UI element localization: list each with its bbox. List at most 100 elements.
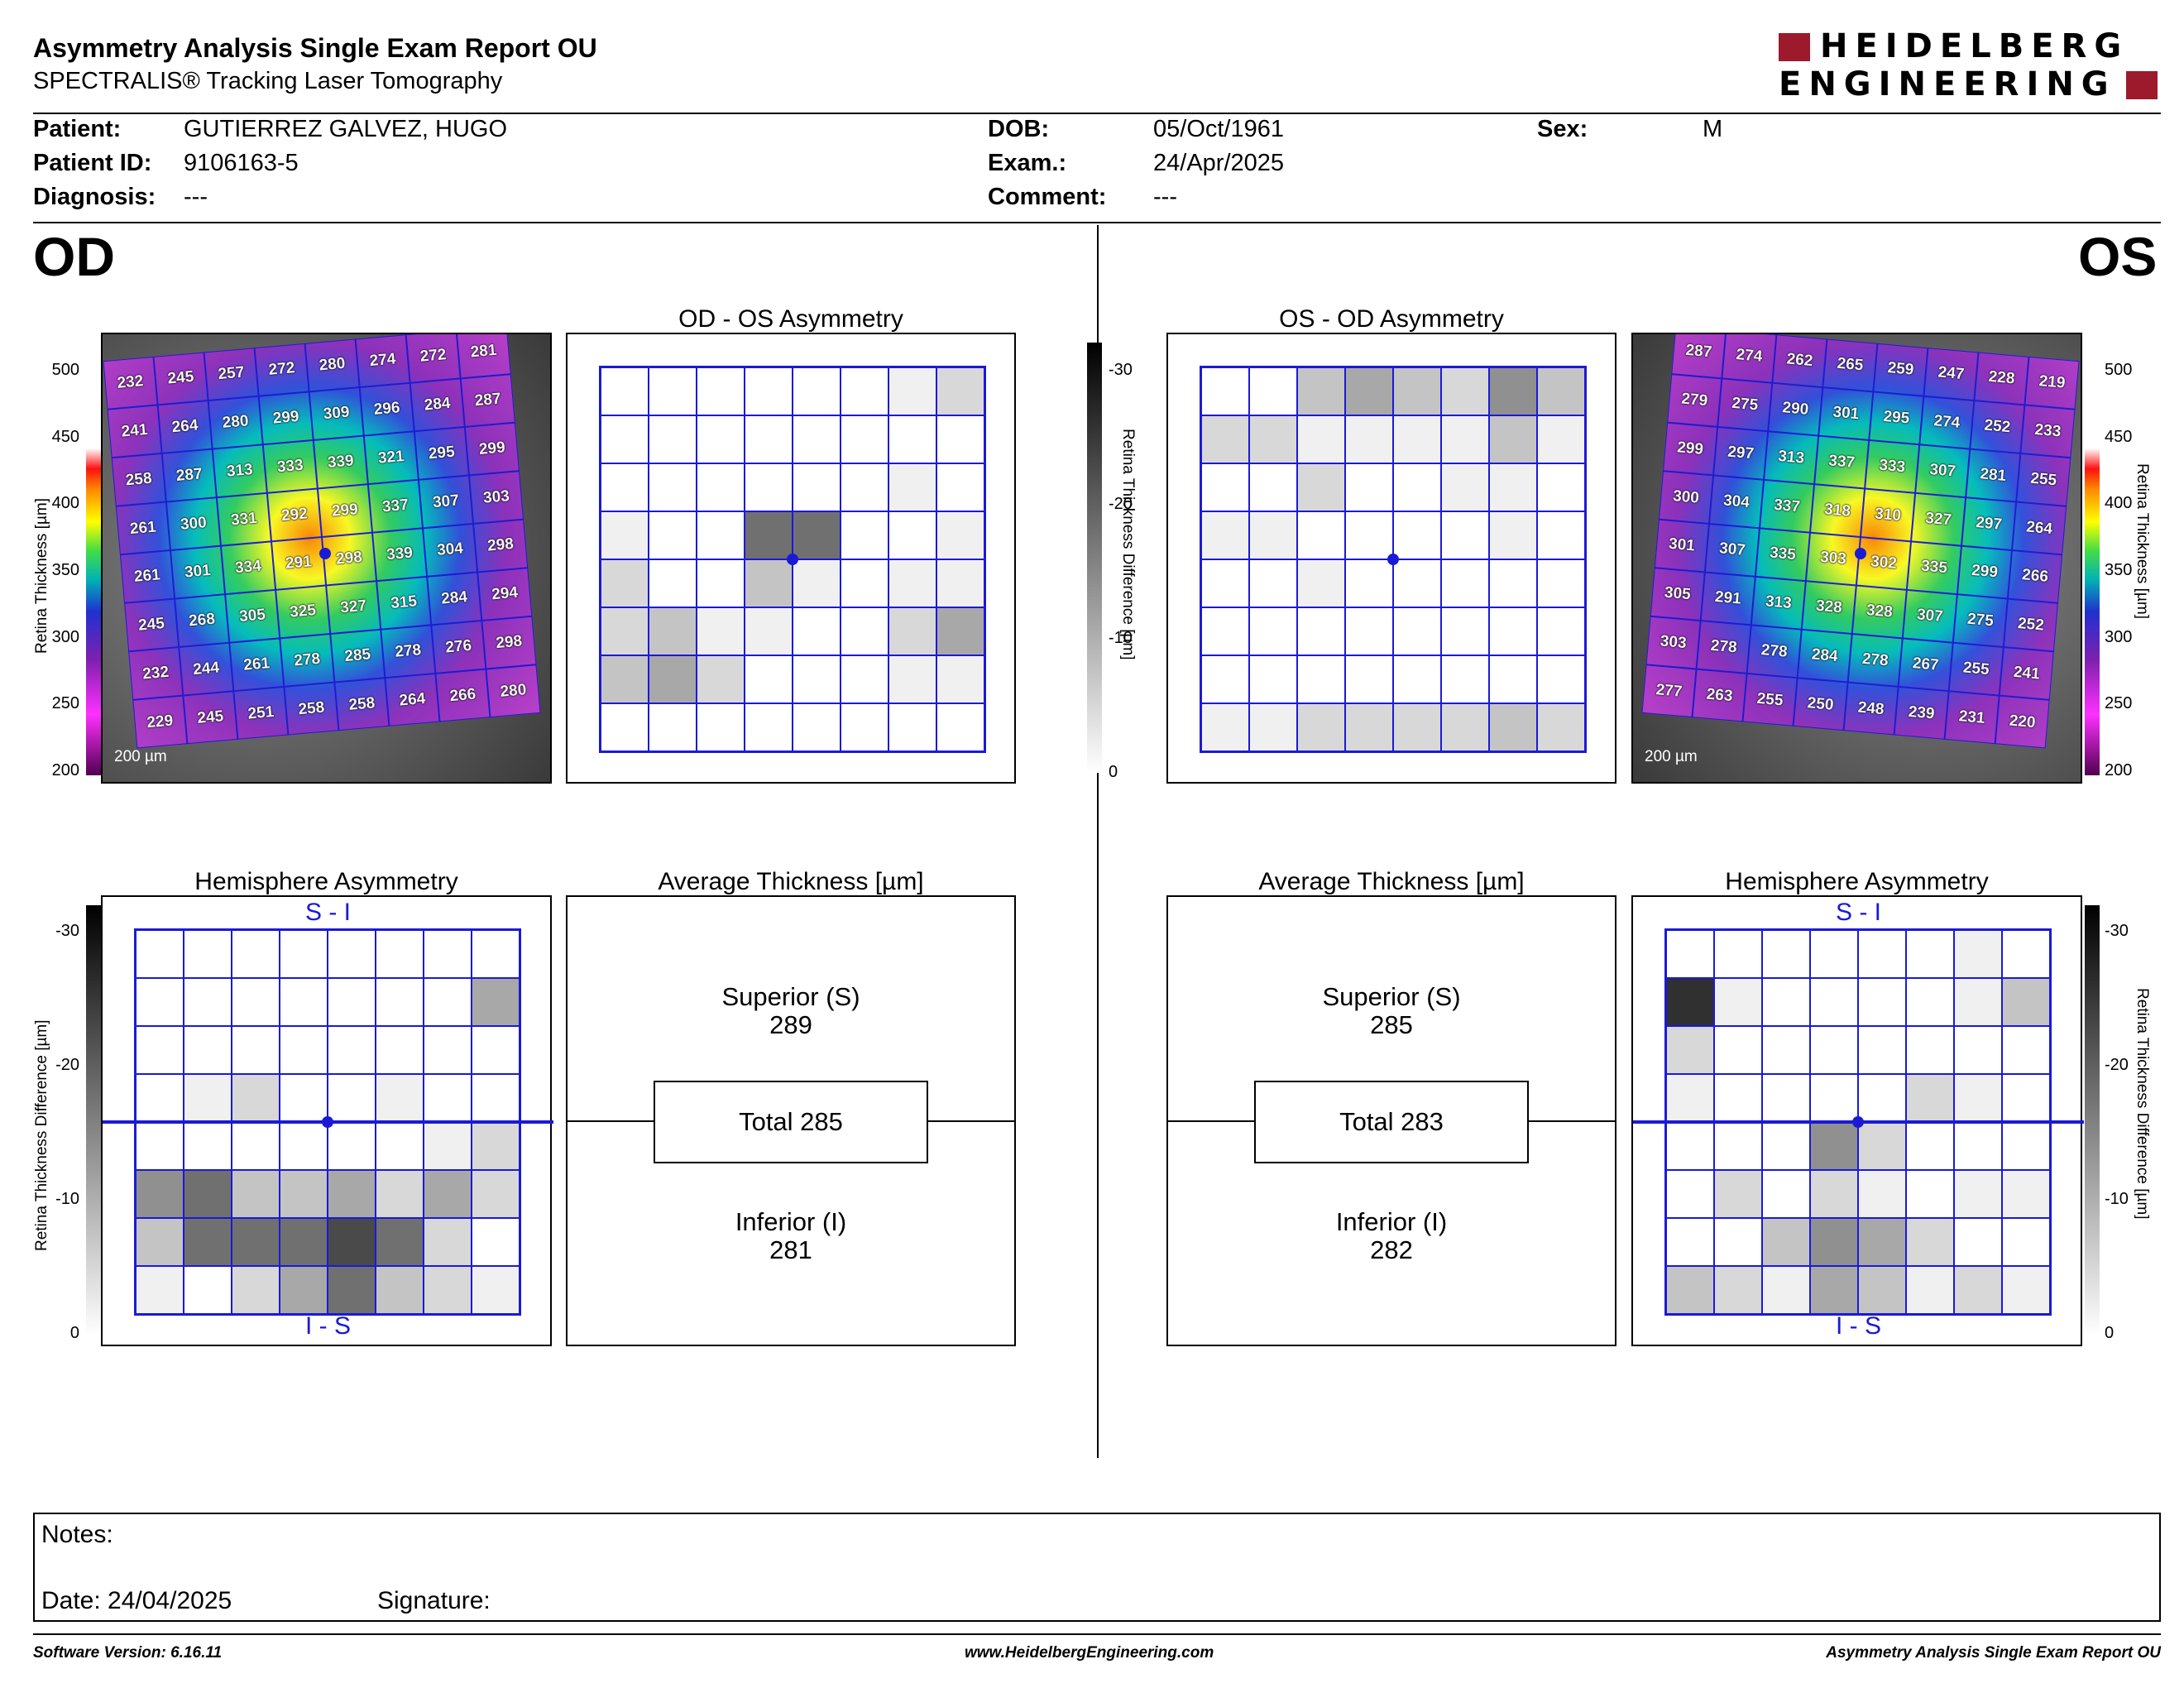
od-asym-cell bbox=[793, 415, 841, 463]
footer-website[interactable]: www.HeidelbergEngineering.com bbox=[965, 1644, 1214, 1662]
os-hem-cell bbox=[1810, 1026, 1858, 1074]
os-thickness-value: 277 bbox=[1655, 680, 1684, 701]
footer-version: Software Version: 6.16.11 bbox=[33, 1644, 223, 1662]
od-asym-cell bbox=[936, 463, 984, 511]
os-hem-cell bbox=[1666, 1170, 1714, 1218]
od-thickness-value: 337 bbox=[381, 496, 410, 516]
od-asym-grid bbox=[599, 366, 986, 753]
os-thickness-value: 247 bbox=[1937, 363, 1966, 384]
od-asym-cell bbox=[697, 415, 745, 463]
od-hem-axis-label: Retina Thickness Difference [µm] bbox=[33, 1019, 50, 1251]
scale-tick-label: -10 bbox=[55, 1190, 79, 1208]
od-thickness-value: 304 bbox=[436, 539, 464, 560]
od-thickness-value: 339 bbox=[386, 544, 414, 564]
os-thickness-colorbar bbox=[2085, 367, 2100, 775]
od-thickness-value: 299 bbox=[271, 408, 300, 428]
od-asym-cell bbox=[888, 703, 936, 751]
scale-tick-label: -30 bbox=[2105, 922, 2129, 940]
os-thickness-value: 266 bbox=[2021, 566, 2049, 587]
od-avg-panel: Superior (S) 289 Total 285 Inferior (I) … bbox=[566, 895, 1016, 1346]
od-thickness-value: 264 bbox=[170, 416, 199, 437]
os-asym-cell bbox=[1201, 703, 1249, 751]
os-hem-title: Hemisphere Asymmetry bbox=[1725, 868, 1989, 895]
od-asym-cell bbox=[841, 415, 888, 463]
os-thickness-value: 279 bbox=[1680, 390, 1708, 410]
od-asym-cell bbox=[793, 559, 841, 607]
od-hem-cell bbox=[184, 1026, 232, 1074]
notes-box[interactable]: Notes: Date: 24/04/2025 Signature: bbox=[33, 1513, 2161, 1622]
os-hem-cell bbox=[2002, 1218, 2050, 1266]
od-asym-cell bbox=[936, 559, 984, 607]
os-asym-cell bbox=[1489, 511, 1537, 559]
os-asym-cell bbox=[1249, 367, 1297, 415]
od-thickness-value: 284 bbox=[440, 588, 468, 608]
notes-signature: Signature: bbox=[377, 1587, 491, 1614]
od-asym-cell bbox=[888, 415, 936, 463]
os-asym-cell bbox=[1249, 655, 1297, 703]
os-hem-cell bbox=[1762, 1218, 1810, 1266]
heidelberg-logo: HEIDELBERG ENGINEERING bbox=[1779, 30, 2159, 104]
od-asym-cell bbox=[888, 463, 936, 511]
os-thickness-value: 303 bbox=[1659, 632, 1688, 652]
os-asym-cell bbox=[1537, 559, 1585, 607]
od-hem-cell bbox=[232, 1266, 280, 1314]
od-hem-cell bbox=[136, 1026, 184, 1074]
od-thickness-value: 295 bbox=[428, 443, 456, 463]
od-thickness-value: 272 bbox=[419, 346, 448, 367]
os-asym-cell bbox=[1249, 511, 1297, 559]
os-asym-cell bbox=[1249, 415, 1297, 463]
od-asym-cell bbox=[697, 559, 745, 607]
od-thickness-value: 261 bbox=[129, 518, 157, 538]
os-hem-cell bbox=[1906, 930, 1954, 978]
os-hem-cell bbox=[1810, 978, 1858, 1026]
od-asym-cell bbox=[841, 367, 888, 415]
os-hem-cell bbox=[1666, 1026, 1714, 1074]
scale-tick-label: 250 bbox=[51, 694, 79, 713]
od-fundus-image: 232 245 257 272 280 274 272 281 241 264 280 299 309 2… bbox=[101, 333, 552, 784]
od-thickness-value: 268 bbox=[188, 610, 216, 631]
od-thickness-value: 232 bbox=[141, 663, 170, 683]
os-thickness-value: 252 bbox=[1983, 416, 2012, 437]
od-hem-cell bbox=[280, 1218, 328, 1266]
od-thickness-value: 278 bbox=[293, 650, 321, 670]
os-thickness-value: 297 bbox=[1727, 443, 1755, 463]
od-asym-cell bbox=[745, 607, 793, 655]
od-thickness-value: 281 bbox=[469, 342, 498, 362]
od-hem-cell bbox=[472, 1218, 520, 1266]
od-hem-cell bbox=[424, 978, 472, 1026]
os-thickness-value: 275 bbox=[1731, 394, 1760, 415]
od-hem-cell bbox=[424, 1170, 472, 1218]
os-hem-cell bbox=[1858, 1266, 1906, 1314]
od-thickness-value: 276 bbox=[444, 636, 472, 657]
scale-tick-label: 200 bbox=[51, 761, 79, 779]
os-hem-cell bbox=[1714, 1122, 1762, 1170]
os-thickness-value: 297 bbox=[1975, 513, 2003, 534]
os-asym-cell bbox=[1393, 655, 1441, 703]
od-thickness-value: 274 bbox=[368, 350, 397, 371]
os-hem-cell bbox=[1954, 930, 2002, 978]
od-thickness-value: 278 bbox=[394, 640, 422, 661]
os-thickness-value: 275 bbox=[1966, 610, 1995, 631]
scale-tick-label: 300 bbox=[51, 627, 79, 646]
os-thickness-map: 287 274 262 265 259 247 228 219 279 275 290 301 295 2… bbox=[1641, 334, 2080, 749]
os-hem-cell bbox=[1906, 978, 1954, 1026]
os-asym-cell bbox=[1201, 415, 1249, 463]
od-hem-cell bbox=[472, 1074, 520, 1122]
od-thickness-value: 258 bbox=[125, 469, 153, 490]
od-thickness-map: 232 245 257 272 280 274 272 281 241 264 280 299 309 2… bbox=[103, 334, 541, 749]
od-asym-cell bbox=[793, 703, 841, 751]
os-asym-cell bbox=[1249, 463, 1297, 511]
os-thickness-value: 301 bbox=[1832, 403, 1861, 424]
os-hem-cell bbox=[1714, 1218, 1762, 1266]
od-asym-cell bbox=[649, 511, 697, 559]
sex-label: Sex: bbox=[1537, 116, 1588, 142]
os-hem-cell bbox=[1714, 1266, 1762, 1314]
od-thickness-value: 287 bbox=[474, 390, 502, 410]
os-thickness-value: 307 bbox=[1916, 606, 1944, 626]
os-asym-cell bbox=[1489, 607, 1537, 655]
os-asym-cell bbox=[1345, 511, 1393, 559]
os-asym-cell bbox=[1297, 703, 1345, 751]
od-hem-cell bbox=[424, 930, 472, 978]
od-hem-cell bbox=[232, 930, 280, 978]
od-thickness-value: 257 bbox=[217, 363, 246, 384]
